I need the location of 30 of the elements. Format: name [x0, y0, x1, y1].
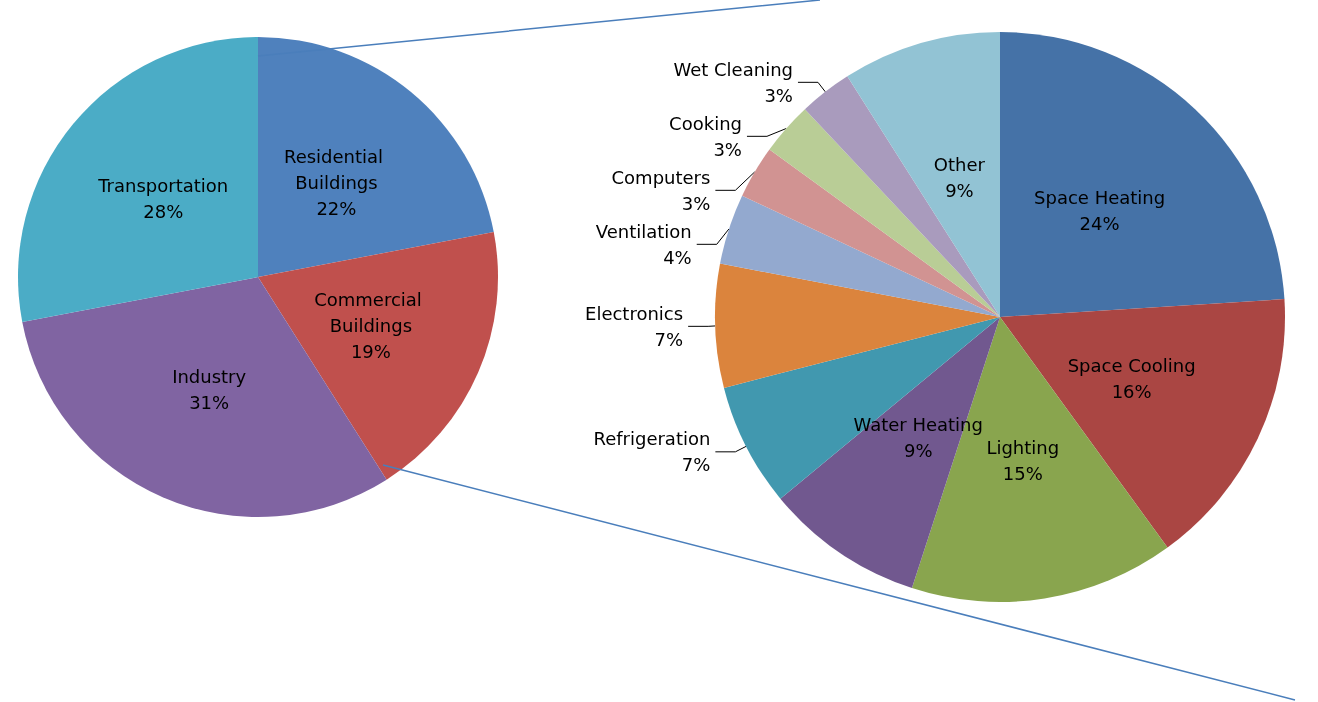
slice-label: Wet Cleaning [673, 58, 793, 80]
slice-label: Computers [611, 166, 711, 188]
slice-label: Other [933, 153, 986, 175]
data-label: 24% [1079, 213, 1120, 235]
data-label: 31% [189, 392, 230, 414]
slice-label: Residential Buildings [283, 145, 389, 193]
slice-label: Commercial Buildings [314, 289, 428, 337]
slice-label: Space Cooling [1067, 355, 1196, 377]
data-label: 3% [764, 84, 793, 106]
slice-label: Ventilation [595, 220, 692, 242]
data-label: 7% [681, 454, 711, 476]
data-label: 28% [143, 201, 184, 223]
slice-label: Transportation [97, 175, 229, 197]
data-label: 3% [681, 192, 711, 214]
data-label: 7% [654, 328, 684, 350]
data-label: 3% [713, 138, 742, 160]
slice-label: Water Heating [853, 413, 983, 435]
data-label: 4% [663, 246, 692, 268]
slice-label: Electronics [585, 302, 684, 324]
data-label: 15% [1002, 463, 1043, 485]
slice-label: Space Heating [1034, 187, 1166, 209]
slice-label: Cooking [669, 112, 742, 134]
data-label: 19% [350, 341, 391, 363]
data-label: 22% [316, 197, 357, 219]
slice-label: Industry [172, 366, 247, 388]
data-label: 16% [1111, 381, 1152, 403]
data-label: 9% [945, 179, 974, 201]
data-label: 9% [903, 439, 933, 461]
slice-label: Lighting [986, 437, 1060, 459]
slice-label: Refrigeration [593, 428, 711, 450]
